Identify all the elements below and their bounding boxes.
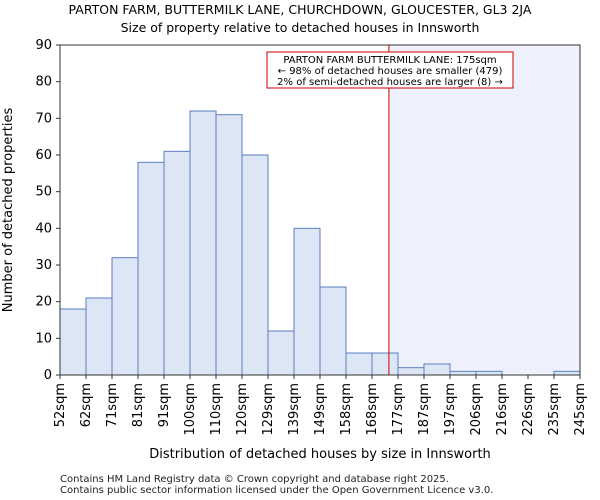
x-tick-label: 62sqm bbox=[79, 383, 94, 427]
x-tick-label: 206sqm bbox=[469, 383, 484, 436]
highlight-region bbox=[388, 45, 580, 375]
y-tick-label: 30 bbox=[35, 258, 52, 273]
x-tick-label: 149sqm bbox=[313, 383, 328, 436]
y-tick-label: 40 bbox=[35, 221, 52, 236]
y-tick-label: 0 bbox=[44, 368, 52, 383]
bar bbox=[345, 352, 373, 376]
bar bbox=[397, 367, 425, 376]
bar bbox=[241, 154, 269, 376]
x-tick-label: 226sqm bbox=[521, 383, 536, 436]
x-tick-label: 52sqm bbox=[53, 383, 68, 427]
bar bbox=[111, 257, 139, 376]
y-tick-label: 60 bbox=[35, 148, 52, 163]
bar bbox=[59, 308, 87, 376]
bar bbox=[449, 370, 477, 376]
x-axis-label: Distribution of detached houses by size … bbox=[149, 447, 491, 462]
x-tick-label: 91sqm bbox=[157, 383, 172, 427]
annotation-line: 2% of semi-detached houses are larger (8… bbox=[277, 77, 503, 88]
bar bbox=[267, 330, 295, 376]
x-tick-label: 168sqm bbox=[365, 383, 380, 436]
bar bbox=[137, 161, 165, 376]
x-tick-label: 245sqm bbox=[573, 383, 588, 436]
x-tick-label: 120sqm bbox=[235, 383, 250, 436]
bar bbox=[85, 297, 113, 376]
bar bbox=[423, 363, 451, 376]
x-tick-label: 100sqm bbox=[183, 383, 198, 436]
x-tick-label: 139sqm bbox=[287, 383, 302, 436]
bar bbox=[319, 286, 347, 376]
y-tick-label: 10 bbox=[35, 331, 52, 346]
x-tick-label: 235sqm bbox=[547, 383, 562, 436]
y-tick-label: 50 bbox=[35, 185, 52, 200]
bar bbox=[293, 227, 321, 376]
annotation-line: PARTON FARM BUTTERMILK LANE: 175sqm bbox=[283, 55, 496, 66]
bar bbox=[215, 114, 243, 376]
y-tick-label: 70 bbox=[35, 111, 52, 126]
bar bbox=[163, 150, 191, 376]
x-tick-label: 187sqm bbox=[417, 383, 432, 436]
x-tick-label: 110sqm bbox=[209, 383, 224, 436]
bar bbox=[371, 352, 399, 376]
chart-title: PARTON FARM, BUTTERMILK LANE, CHURCHDOWN… bbox=[68, 2, 532, 17]
x-tick-label: 129sqm bbox=[261, 383, 276, 436]
y-axis-label: Number of detached properties bbox=[1, 108, 16, 313]
y-tick-label: 20 bbox=[35, 295, 52, 310]
annotation-line: ← 98% of detached houses are smaller (47… bbox=[278, 66, 503, 77]
footer-licence: Contains public sector information licen… bbox=[60, 485, 494, 496]
chart-subtitle: Size of property relative to detached ho… bbox=[120, 20, 480, 35]
bar bbox=[189, 110, 217, 376]
bar bbox=[475, 370, 503, 376]
footer-copyright: Contains HM Land Registry data © Crown c… bbox=[60, 474, 449, 485]
x-tick-label: 197sqm bbox=[443, 383, 458, 436]
x-tick-label: 216sqm bbox=[495, 383, 510, 436]
x-tick-label: 158sqm bbox=[339, 383, 354, 436]
x-tick-label: 81sqm bbox=[131, 383, 146, 427]
y-tick-label: 80 bbox=[35, 75, 52, 90]
y-tick-label: 90 bbox=[35, 38, 52, 53]
bar bbox=[553, 370, 581, 376]
x-tick-label: 177sqm bbox=[391, 383, 406, 436]
annotation-box bbox=[266, 51, 514, 89]
x-tick-label: 71sqm bbox=[105, 383, 120, 427]
